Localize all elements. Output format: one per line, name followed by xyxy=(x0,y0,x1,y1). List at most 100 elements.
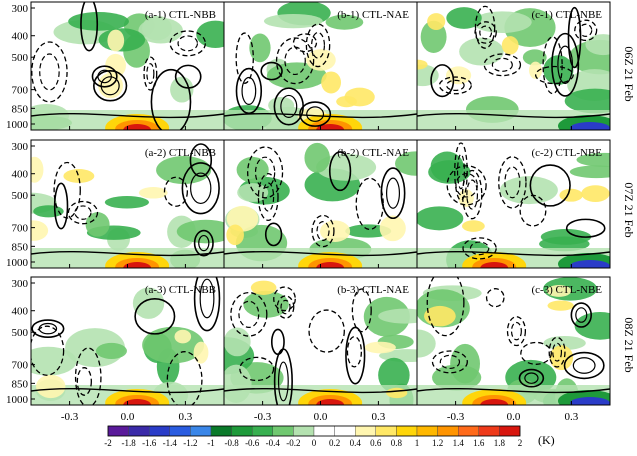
colorbar-tick-label: 1 xyxy=(415,438,420,448)
panel-title: (b-3) CTL-NAE xyxy=(337,284,409,296)
panel-2-2: (b-2) CTL-NAE xyxy=(223,139,418,269)
contour-positive xyxy=(430,64,455,98)
shading-blob-cool xyxy=(417,329,436,358)
shading-field xyxy=(31,287,224,405)
contour-positive xyxy=(31,319,65,338)
colorbar-swatch xyxy=(251,425,273,437)
contour-negative xyxy=(534,65,574,85)
shading-blob-warm xyxy=(364,341,396,354)
colorbar-swatch xyxy=(355,425,377,437)
shading-blob-cool xyxy=(31,346,77,376)
y-tick-label: 1000 xyxy=(6,119,29,131)
colorbar-swatch xyxy=(458,425,480,437)
contour-negative xyxy=(177,35,199,52)
contour-negative xyxy=(439,354,461,370)
contour-negative xyxy=(506,316,527,347)
contour-negative xyxy=(311,31,326,59)
y-tick-label: 300 xyxy=(12,278,29,290)
shading-blob-cool xyxy=(325,14,364,30)
contour-positive xyxy=(38,322,58,335)
shading-blob-cool xyxy=(236,156,269,183)
colorbar-swatch xyxy=(148,425,170,437)
contour-positive xyxy=(572,357,596,374)
panel-title: (a-1) CTL-NBB xyxy=(145,9,216,21)
contour-positive xyxy=(198,234,210,252)
y-tick-label: 300 xyxy=(12,141,29,153)
shading-blob-warm xyxy=(445,66,472,85)
y-tick-label: 500 xyxy=(12,52,29,64)
shading-cold-core xyxy=(570,122,610,130)
colorbar-swatch xyxy=(416,425,438,437)
colorbar-tick-label: -1 xyxy=(207,438,215,448)
contour-negative xyxy=(262,182,275,212)
contour-negative xyxy=(166,351,203,405)
x-tick-label: -0.3 xyxy=(61,411,79,423)
shading-warm-core xyxy=(123,124,152,130)
colorbar-swatch xyxy=(272,425,294,437)
shading-blob-warm xyxy=(250,280,277,295)
contour-positive xyxy=(270,328,285,356)
colorbar-swatch xyxy=(334,425,356,437)
colorbar-tick-label: 0.4 xyxy=(350,438,362,448)
contour-positive xyxy=(260,61,283,81)
contour-positive xyxy=(31,112,224,119)
contour-negative xyxy=(466,179,479,210)
shading-blob-warm xyxy=(529,61,543,80)
contour-positive xyxy=(299,101,332,127)
colorbar-tick-label: -1.8 xyxy=(121,438,136,448)
shading-blob-warm xyxy=(320,220,351,242)
y-tick-label: 700 xyxy=(12,360,29,372)
contour-positive xyxy=(575,307,588,323)
shading-warm-core xyxy=(316,262,345,268)
shading-blob-cool xyxy=(85,212,110,237)
contour-positive xyxy=(565,218,606,238)
colorbar-unit: (K) xyxy=(538,433,555,447)
contour-negative xyxy=(552,342,563,362)
x-tick-label: 0.3 xyxy=(179,411,193,423)
contour-negative xyxy=(280,299,291,315)
contour-negative xyxy=(346,336,363,368)
contour-positive xyxy=(380,167,406,220)
shading-field xyxy=(31,12,224,130)
contour-positive xyxy=(193,229,214,257)
x-tick-label: 0.3 xyxy=(565,411,579,423)
shading-blob-warm xyxy=(306,49,336,71)
y-tick-label: 1000 xyxy=(6,394,29,406)
panel-title: (b-2) CTL-NAE xyxy=(337,147,409,159)
contour-positive xyxy=(224,387,417,394)
x-tick-label: 0.0 xyxy=(121,411,135,423)
colorbar-tick-label: 0.2 xyxy=(329,438,340,448)
contour-negative xyxy=(510,321,522,341)
shading-blob-cool xyxy=(249,33,271,63)
shading-field xyxy=(417,151,610,268)
shading-blob-cool xyxy=(104,196,150,209)
shading-blob-warm xyxy=(107,29,125,52)
shading-blob-cool xyxy=(522,49,547,66)
contour-negative xyxy=(498,156,527,209)
contour-positive xyxy=(386,177,401,209)
x-tick-label: 0.0 xyxy=(507,411,521,423)
y-tick-label: 1000 xyxy=(6,257,29,269)
shading-blob-cool xyxy=(132,287,165,319)
contour-positive xyxy=(417,250,610,257)
contour-negative xyxy=(311,214,335,248)
colorbar-swatch xyxy=(293,425,315,437)
contour-negative xyxy=(31,325,65,376)
contour-negative xyxy=(462,237,497,260)
colorbar-swatch xyxy=(499,425,521,437)
contour-negative xyxy=(74,205,92,220)
row-label-2: 07Z 21 Feb xyxy=(622,182,636,237)
shading-blob-warm xyxy=(547,300,574,311)
row-label-1: 06Z 21 Feb xyxy=(622,46,636,101)
contour-positive xyxy=(264,222,283,247)
contour-positive xyxy=(91,65,118,88)
contour-negative xyxy=(238,300,260,328)
shading-blob-warm xyxy=(336,95,357,108)
y-tick-label: 500 xyxy=(12,327,29,339)
contour-positive xyxy=(570,302,592,328)
contour-negative xyxy=(574,19,598,42)
panel-3-3: (c-3) CTL-NBE -0.3 0.0 0.3 xyxy=(416,276,611,423)
colorbar-swatch xyxy=(478,425,500,437)
panel-2-3: (c-2) CTL-NBE xyxy=(416,139,611,269)
